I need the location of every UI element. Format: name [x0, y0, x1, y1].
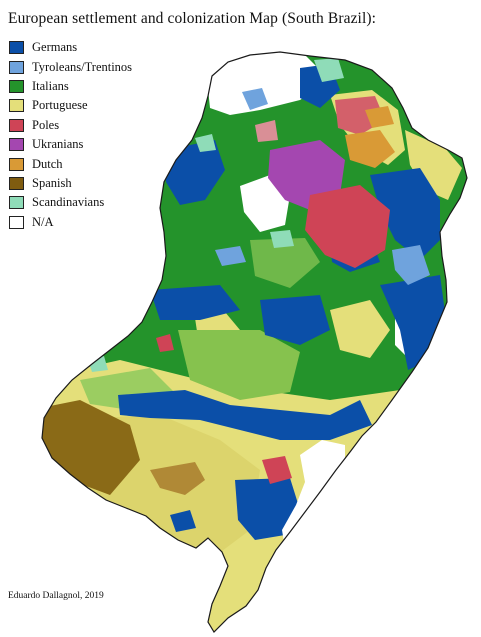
legend-item-dutch: Dutch [9, 154, 132, 173]
legend-label-tyroleans: Tyroleans/Trentinos [32, 59, 133, 74]
region-dutch-small [365, 106, 394, 128]
legend-swatch-scandinavians [9, 196, 24, 210]
region-tyroleans-center [215, 246, 246, 266]
lagoon-island [308, 505, 322, 540]
region-portuguese-coast [405, 130, 462, 200]
region-na-northwest [205, 52, 330, 115]
region-poles-center [305, 185, 390, 268]
legend-label-germans: Germans [32, 40, 78, 55]
region-poles-south [262, 456, 292, 484]
region-mixed-center [178, 330, 300, 400]
legend-item-ukranians: Ukranians [9, 135, 132, 154]
map-legend: Germans Tyroleans/Trentinos Italians Por… [9, 38, 132, 232]
legend-item-scandinavians: Scandinavians [9, 193, 132, 212]
region-poles-west [156, 334, 174, 352]
legend-swatch-poles [9, 118, 24, 132]
region-scandinavians-north [314, 58, 344, 82]
region-tyroleans-north [242, 88, 268, 110]
legend-label-na: N/A [32, 214, 54, 229]
region-tyroleans-east [392, 245, 430, 285]
legend-item-na: N/A [9, 213, 132, 232]
map-credit: Eduardo Dallagnol, 2019 [8, 591, 104, 601]
legend-label-italians: Italians [32, 78, 69, 93]
legend-swatch-ukranians [9, 138, 24, 152]
legend-label-scandinavians: Scandinavians [32, 195, 105, 210]
legend-swatch-spanish [9, 176, 24, 190]
region-mixed-north [250, 238, 320, 288]
legend-label-poles: Poles [32, 117, 60, 132]
region-dutch-north [345, 130, 395, 168]
legend-swatch-tyroleans [9, 60, 24, 74]
legend-item-tyroleans: Tyroleans/Trentinos [9, 57, 132, 76]
region-outline [41, 51, 468, 633]
legend-item-portuguese: Portuguese [9, 96, 132, 115]
legend-swatch-italians [9, 79, 24, 93]
legend-label-portuguese: Portuguese [32, 98, 88, 113]
legend-label-spanish: Spanish [32, 175, 72, 190]
region-portuguese-central [330, 300, 390, 358]
legend-item-spanish: Spanish [9, 174, 132, 193]
region-scandinavians-center [270, 230, 294, 248]
region-germans-west [150, 285, 240, 320]
region-germans-south-band [118, 390, 372, 440]
legend-item-italians: Italians [9, 77, 132, 96]
legend-label-ukranians: Ukranians [32, 137, 84, 152]
region-germans-east [370, 168, 440, 260]
map-title: European settlement and colonization Map… [8, 10, 377, 27]
region-germans-lower [235, 478, 300, 540]
region-spanish-south [150, 462, 205, 495]
legend-item-poles: Poles [9, 116, 132, 135]
legend-swatch-dutch [9, 157, 24, 171]
legend-swatch-germans [9, 41, 24, 55]
legend-swatch-na [9, 215, 24, 229]
legend-label-dutch: Dutch [32, 156, 63, 171]
legend-swatch-portuguese [9, 99, 24, 113]
region-poles-small [255, 120, 278, 142]
region-scandinavians-west [195, 134, 216, 152]
legend-item-germans: Germans [9, 38, 132, 57]
region-germans-north [165, 140, 225, 205]
region-germans-middle [260, 295, 330, 345]
region-spanish-west [42, 400, 140, 495]
region-germans-southwest [170, 510, 196, 532]
